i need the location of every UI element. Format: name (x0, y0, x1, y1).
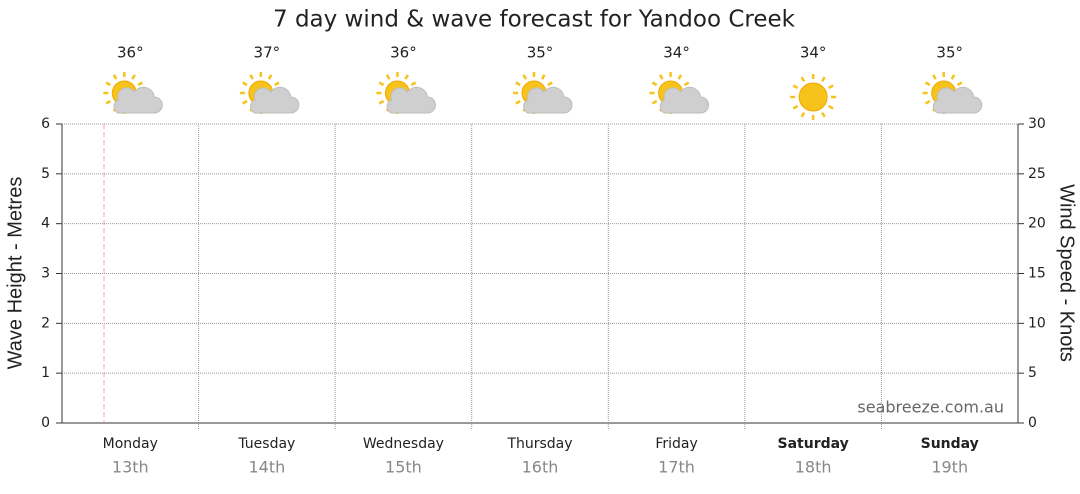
y2-tick-label: 10 (1028, 315, 1046, 331)
sun-ray (410, 81, 417, 87)
sun-ray (378, 99, 385, 105)
y2-tick-label: 30 (1028, 116, 1046, 132)
day-label: Monday (103, 436, 158, 452)
sun-ray (956, 81, 963, 87)
chart-title: 7 day wind & wave forecast for Yandoo Cr… (273, 7, 796, 33)
sun-ray (651, 99, 658, 105)
sun-ray (792, 84, 799, 90)
temperature: 35° (936, 44, 963, 62)
weather-icon (239, 72, 300, 114)
temperature: 36° (117, 44, 144, 62)
date-label: 14th (248, 458, 285, 477)
y2-tick-label: 20 (1028, 216, 1046, 232)
cloud (249, 86, 300, 114)
sun-ray (522, 74, 528, 80)
weather-icon (922, 72, 983, 114)
y-tick-label: 5 (41, 166, 50, 182)
day-label: Tuesday (237, 436, 295, 452)
y2-tick-label: 5 (1028, 365, 1037, 381)
temperature: 36° (390, 44, 417, 62)
sun-ray (932, 74, 937, 80)
sun-ray (924, 81, 931, 87)
sun-ray (683, 81, 690, 87)
weather-icon (790, 74, 837, 120)
sun-ray (547, 81, 553, 87)
date-label: 18th (795, 458, 832, 477)
y-axis-title: Wave Height - Metres (4, 177, 26, 370)
sun-ray (378, 81, 385, 87)
temperature: 34° (800, 44, 827, 62)
sun-ray (404, 74, 410, 80)
date-label: 15th (385, 458, 422, 477)
cloud (113, 86, 163, 114)
sun-ray (828, 104, 834, 110)
weather-icon (513, 72, 573, 114)
sun-ray (800, 111, 806, 118)
y-tick-label: 1 (41, 365, 50, 381)
sun-ray (792, 104, 799, 110)
sun-ray (105, 81, 112, 87)
sun (798, 82, 828, 112)
y2-tick-label: 15 (1028, 266, 1046, 282)
sun-ray (242, 81, 248, 87)
y-tick-label: 4 (41, 216, 50, 232)
sun-ray (137, 81, 144, 87)
y2-tick-label: 25 (1028, 166, 1046, 182)
y2-axis-title: Wind Speed - Knots (1056, 184, 1078, 362)
weather-icon (103, 72, 163, 114)
day-label: Sunday (921, 436, 979, 452)
sun-ray (267, 74, 273, 80)
weather-icon (649, 72, 709, 114)
cloud (523, 86, 573, 114)
sun-ray (249, 74, 254, 80)
date-label: 19th (931, 458, 968, 477)
sun-ray (515, 99, 521, 105)
sun-ray (385, 74, 391, 80)
sun-ray (821, 76, 826, 83)
day-label: Friday (655, 436, 697, 452)
weather-icon (376, 72, 436, 114)
sun-ray (677, 74, 683, 80)
cloud (386, 86, 436, 114)
temperature: 34° (663, 44, 690, 62)
day-label: Thursday (506, 436, 572, 452)
day-label: Saturday (778, 436, 849, 452)
sun-ray (540, 74, 546, 80)
sun-ray (105, 99, 112, 105)
cloud (659, 86, 709, 114)
day-label: Wednesday (363, 436, 444, 452)
sun-ray (515, 81, 521, 87)
sun-ray (821, 111, 826, 118)
sun-ray (950, 74, 956, 80)
sun-ray (800, 76, 806, 83)
cloud (932, 86, 983, 114)
y-tick-label: 2 (41, 315, 50, 331)
watermark: seabreeze.com.au (857, 398, 1004, 417)
date-label: 17th (658, 458, 695, 477)
sun-ray (651, 81, 658, 87)
sun-ray (274, 81, 280, 87)
sun-ray (924, 99, 931, 105)
y-tick-label: 6 (41, 116, 50, 132)
sun-ray (242, 99, 248, 105)
temperature: 37° (254, 44, 281, 62)
y-tick-label: 3 (41, 266, 50, 282)
sun-ray (828, 84, 834, 90)
y-tick-label: 0 (41, 415, 50, 431)
date-label: 13th (112, 458, 149, 477)
temperature: 35° (527, 44, 554, 62)
sun-ray (658, 74, 664, 80)
y2-tick-label: 0 (1028, 415, 1037, 431)
date-label: 16th (522, 458, 559, 477)
sun-ray (112, 74, 118, 80)
sun-ray (131, 74, 136, 80)
